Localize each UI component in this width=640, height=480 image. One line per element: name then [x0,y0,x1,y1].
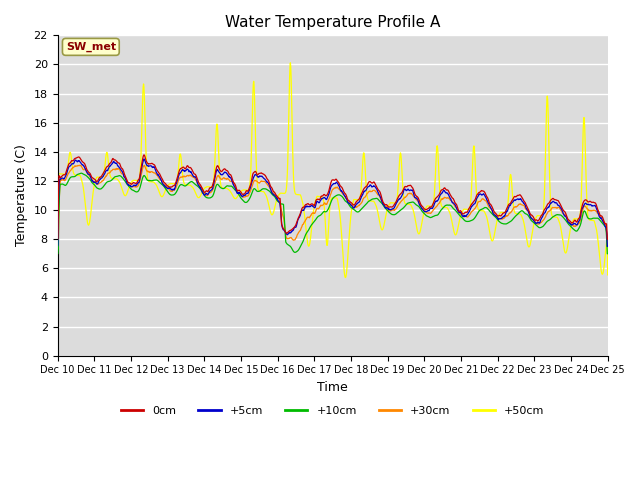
Y-axis label: Temperature (C): Temperature (C) [15,144,28,246]
Text: SW_met: SW_met [66,42,116,52]
X-axis label: Time: Time [317,381,348,394]
Legend: 0cm, +5cm, +10cm, +30cm, +50cm: 0cm, +5cm, +10cm, +30cm, +50cm [116,402,548,420]
Title: Water Temperature Profile A: Water Temperature Profile A [225,15,440,30]
